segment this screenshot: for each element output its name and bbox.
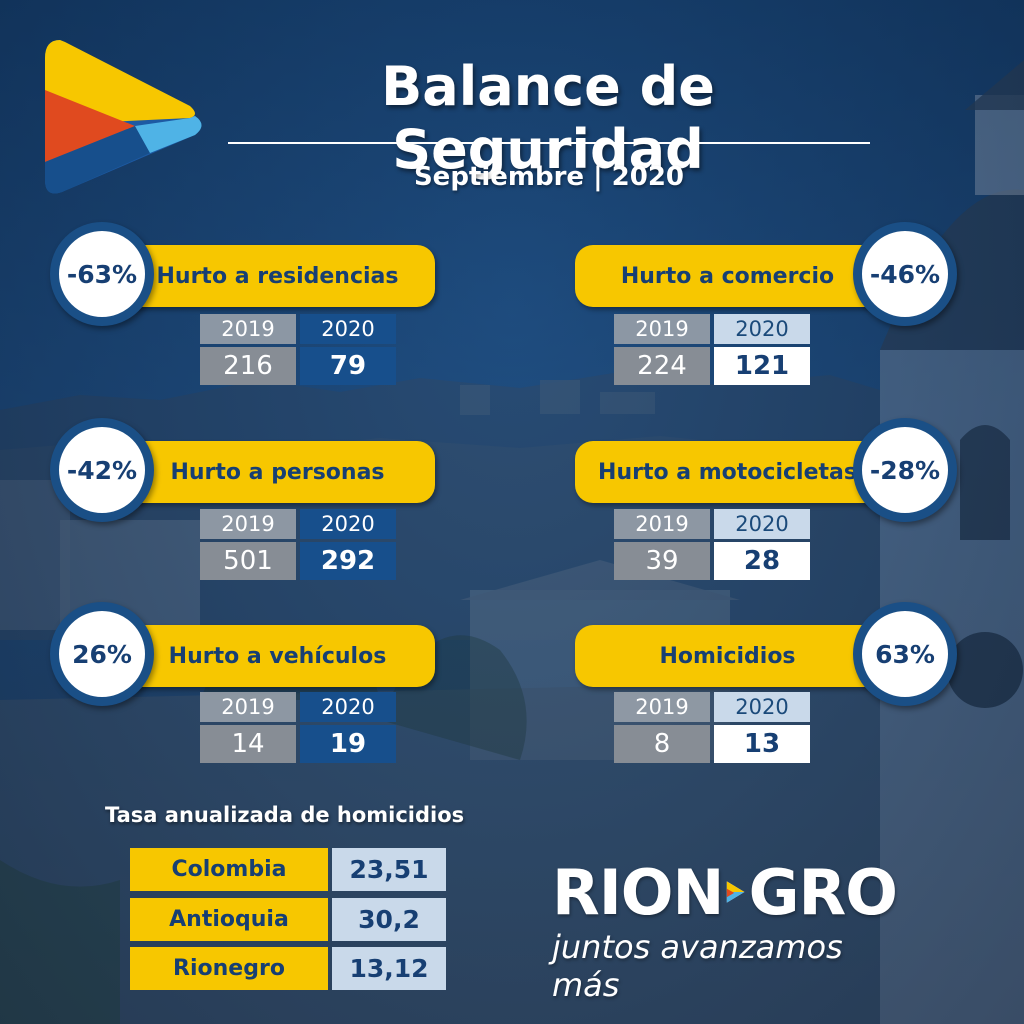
value-2019: 14 xyxy=(200,725,296,763)
tasa-value: 13,12 xyxy=(332,947,446,990)
crime-label-motocicletas: Hurto a motocicletas xyxy=(575,441,880,503)
value-2019: 216 xyxy=(200,347,296,385)
year-label: 2019 xyxy=(200,692,296,722)
value-2019: 8 xyxy=(614,725,710,763)
crime-change-comercio: -46% xyxy=(853,222,957,326)
crime-label-personas: Hurto a personas xyxy=(120,441,435,503)
value-2019: 39 xyxy=(614,542,710,580)
title-divider xyxy=(228,142,870,144)
tasa-row-antioquia: Antioquia 30,2 xyxy=(130,898,446,941)
crime-change-vehiculos: 26% xyxy=(50,602,154,706)
page-subtitle: Septiembre | 2020 xyxy=(413,162,685,192)
crime-label-homicidios: Homicidios xyxy=(575,625,880,687)
page-title: Balance de Seguridad xyxy=(381,55,715,181)
year-label: 2019 xyxy=(200,509,296,539)
brand-text-right: GRO xyxy=(748,855,898,929)
tasa-region: Colombia xyxy=(130,848,328,891)
tasa-row-colombia: Colombia 23,51 xyxy=(130,848,446,891)
year-label: 2020 xyxy=(300,509,396,539)
year-label: 2020 xyxy=(300,692,396,722)
value-2020: 13 xyxy=(714,725,810,763)
value-2020: 121 xyxy=(714,347,810,385)
value-2020: 28 xyxy=(714,542,810,580)
crime-change-homicidios: 63% xyxy=(853,602,957,706)
value-2020: 19 xyxy=(300,725,396,763)
value-2020: 79 xyxy=(300,347,396,385)
value-2019: 224 xyxy=(614,347,710,385)
tasa-title: Tasa anualizada de homicidios xyxy=(105,803,465,827)
value-2019: 501 xyxy=(200,542,296,580)
crime-change-motocicletas: -28% xyxy=(853,418,957,522)
crime-change-residencias: -63% xyxy=(50,222,154,326)
tasa-region: Rionegro xyxy=(130,947,328,990)
year-label: 2019 xyxy=(614,314,710,344)
value-2020: 292 xyxy=(300,542,396,580)
year-label: 2020 xyxy=(714,509,810,539)
year-label: 2020 xyxy=(714,692,810,722)
crime-label-comercio: Hurto a comercio xyxy=(575,245,880,307)
crime-change-personas: -42% xyxy=(50,418,154,522)
play-logo-icon xyxy=(45,40,202,194)
tasa-region: Antioquia xyxy=(130,898,328,941)
brand-tagline: juntos avanzamos más xyxy=(552,928,843,1004)
year-label: 2019 xyxy=(614,692,710,722)
tasa-value: 23,51 xyxy=(332,848,446,891)
crime-label-residencias: Hurto a residencias xyxy=(120,245,435,307)
year-label: 2020 xyxy=(714,314,810,344)
brand-text-left: RION xyxy=(552,855,724,929)
year-label: 2020 xyxy=(300,314,396,344)
brand-arrow-icon xyxy=(727,881,745,903)
crime-label-vehiculos: Hurto a vehículos xyxy=(120,625,435,687)
tasa-value: 30,2 xyxy=(332,898,446,941)
brand-logo: RION GRO xyxy=(552,852,898,932)
tasa-row-rionegro: Rionegro 13,12 xyxy=(130,947,446,990)
year-label: 2019 xyxy=(614,509,710,539)
year-label: 2019 xyxy=(200,314,296,344)
